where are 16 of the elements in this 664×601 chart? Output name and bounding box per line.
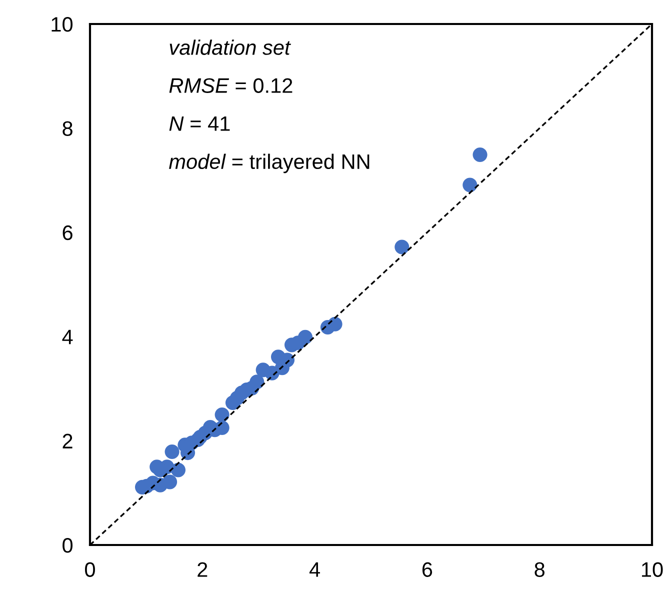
annotation: model = trilayered NN	[169, 154, 370, 174]
annotation: RMSE = 0.12	[169, 78, 292, 93]
x-tick-label: 8	[534, 562, 544, 577]
y-tick-label: 10	[52, 17, 73, 32]
x-tick-label: 6	[422, 562, 432, 577]
y-tick-label: 2	[62, 434, 72, 448]
y-tick-label: 0	[62, 538, 73, 553]
x-tick-label: 0	[85, 562, 95, 577]
y-tick-label: 4	[62, 330, 73, 344]
x-tick-label: 10	[642, 562, 663, 577]
x-tick-label: 2	[198, 562, 208, 577]
annotation: validation set	[170, 40, 292, 55]
y-tick-label: 8	[62, 121, 72, 136]
annotation: N = 41	[169, 116, 230, 131]
x-tick-label: 4	[309, 562, 320, 577]
y-tick-label: 6	[62, 225, 72, 240]
